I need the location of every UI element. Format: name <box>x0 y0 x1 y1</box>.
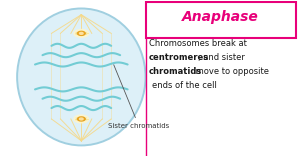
Text: chromatids: chromatids <box>148 67 202 76</box>
Circle shape <box>77 117 85 121</box>
Text: centromeres: centromeres <box>148 53 208 62</box>
Circle shape <box>74 115 89 123</box>
Circle shape <box>74 30 89 37</box>
Circle shape <box>77 31 85 35</box>
Text: Sister chromatids: Sister chromatids <box>108 65 170 129</box>
Circle shape <box>80 32 83 34</box>
Text: , and sister: , and sister <box>198 53 245 62</box>
Text: Anaphase: Anaphase <box>182 10 259 24</box>
Text: move to opposite: move to opposite <box>193 67 269 76</box>
Text: ends of the cell: ends of the cell <box>152 81 217 90</box>
FancyBboxPatch shape <box>146 2 296 38</box>
Text: Chromosomes break at: Chromosomes break at <box>148 39 246 48</box>
Ellipse shape <box>17 8 146 145</box>
Circle shape <box>80 118 83 120</box>
